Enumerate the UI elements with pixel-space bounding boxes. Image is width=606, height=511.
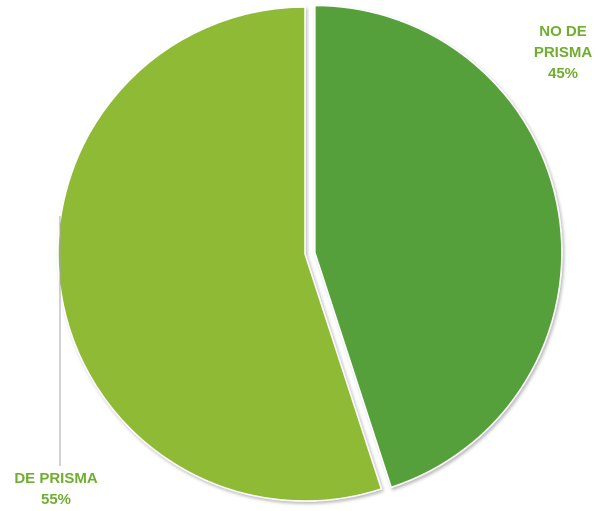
slice-labels: NO DE PRISMA 45% DE PRISMA 55% bbox=[14, 23, 592, 508]
slice-name-label: DE PRISMA bbox=[14, 470, 98, 487]
slice-label: DE PRISMA 55% bbox=[14, 470, 98, 508]
slice-percent-label: 55% bbox=[41, 491, 71, 508]
pie-slices bbox=[57, 4, 563, 502]
slice-percent-label: 45% bbox=[548, 65, 578, 82]
pie-slice-no-de-prisma bbox=[314, 4, 563, 489]
slice-name-label: NO DE bbox=[539, 23, 587, 40]
slice-label: NO DE PRISMA 45% bbox=[534, 23, 593, 82]
pie-slice-de-prisma bbox=[57, 6, 383, 502]
slice-name-label: PRISMA bbox=[534, 44, 593, 61]
